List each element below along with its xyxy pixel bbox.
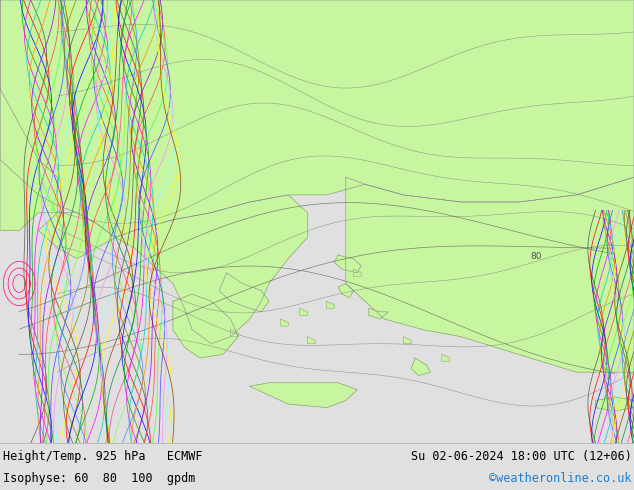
Polygon shape: [115, 195, 307, 344]
Polygon shape: [403, 337, 411, 344]
Polygon shape: [0, 0, 58, 230]
Polygon shape: [250, 383, 358, 408]
Text: 80: 80: [530, 252, 541, 262]
Text: Isophyse: 60  80  100  gpdm: Isophyse: 60 80 100 gpdm: [3, 472, 195, 485]
Polygon shape: [307, 337, 315, 344]
Polygon shape: [346, 177, 634, 372]
Polygon shape: [231, 330, 238, 337]
Polygon shape: [411, 358, 430, 376]
Polygon shape: [173, 294, 238, 358]
Polygon shape: [327, 301, 334, 308]
Text: ©weatheronline.co.uk: ©weatheronline.co.uk: [489, 472, 631, 485]
Polygon shape: [369, 308, 388, 319]
Text: Su 02-06-2024 18:00 UTC (12+06): Su 02-06-2024 18:00 UTC (12+06): [411, 450, 631, 463]
Polygon shape: [442, 354, 450, 362]
Polygon shape: [300, 308, 307, 316]
Polygon shape: [219, 273, 269, 312]
Polygon shape: [0, 0, 634, 238]
Polygon shape: [595, 397, 634, 411]
Polygon shape: [338, 284, 354, 298]
Polygon shape: [280, 319, 288, 326]
Polygon shape: [334, 255, 361, 273]
Polygon shape: [39, 213, 115, 259]
Text: Height/Temp. 925 hPa   ECMWF: Height/Temp. 925 hPa ECMWF: [3, 450, 202, 463]
Polygon shape: [354, 270, 361, 276]
